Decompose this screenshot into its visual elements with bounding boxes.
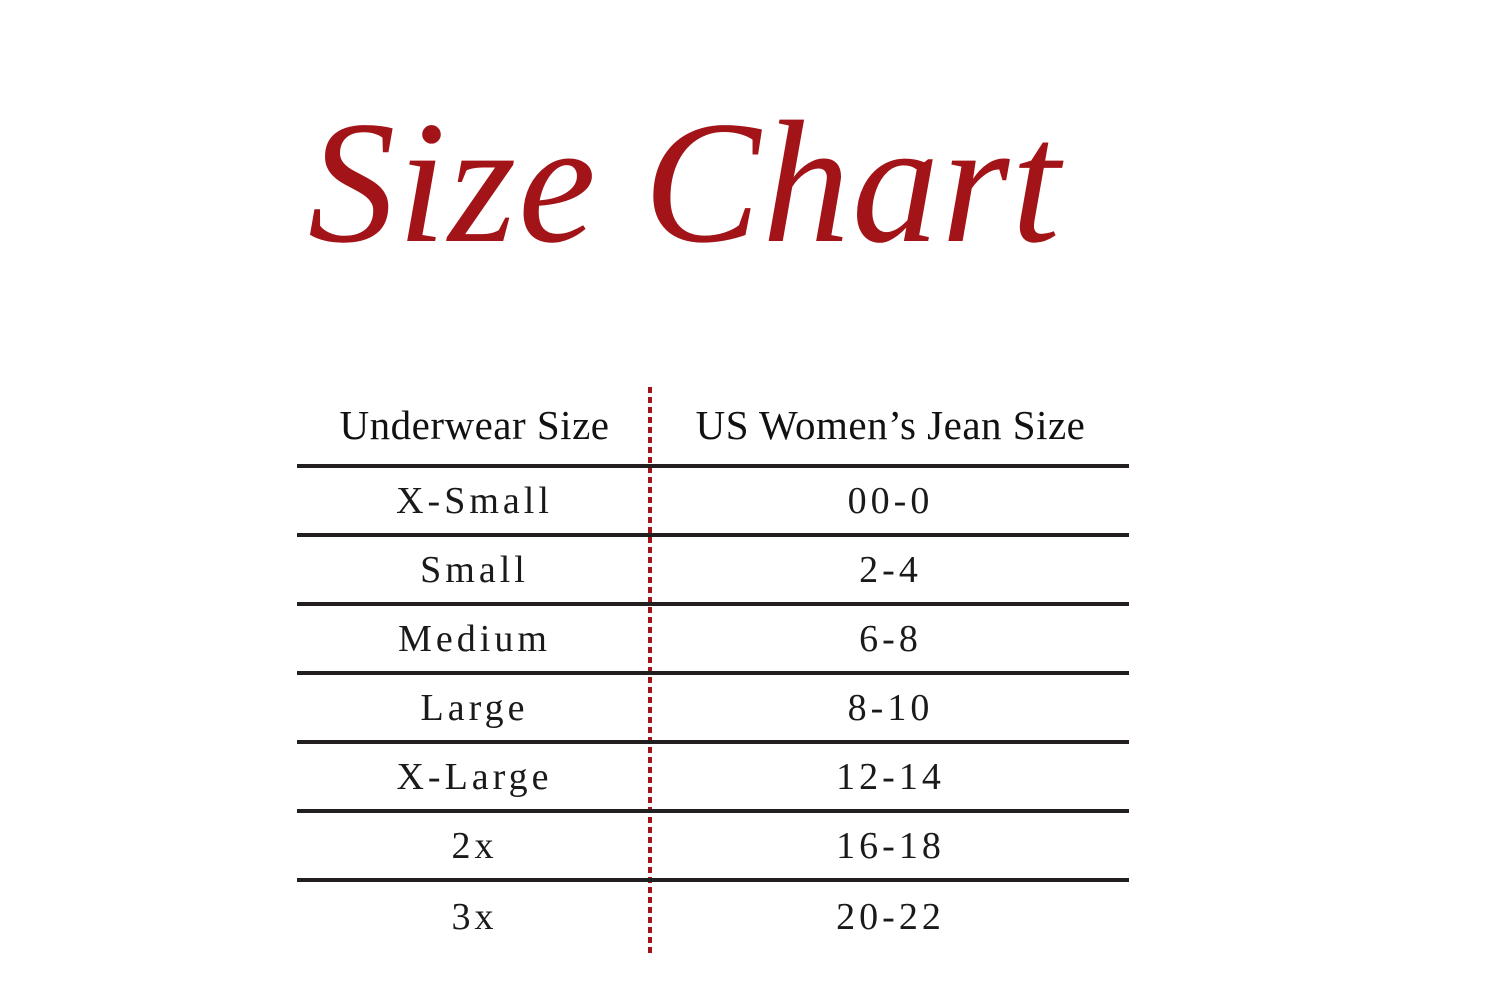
table-header-row: Underwear Size US Women’s Jean Size	[297, 385, 1129, 468]
jean-cell: 2-4	[859, 548, 922, 591]
jean-cell: 20-22	[836, 896, 945, 938]
jean-cell: 00-0	[847, 479, 934, 522]
table-row: Small 2-4	[297, 537, 1129, 606]
size-cell: X-Small	[396, 479, 553, 522]
size-cell: 3x	[451, 896, 498, 938]
table-row: Medium 6-8	[297, 606, 1129, 675]
jean-cell: 12-14	[836, 755, 945, 798]
jean-cell: 6-8	[859, 617, 922, 660]
size-cell: Medium	[398, 617, 551, 660]
table-row: X-Small 00-0	[297, 468, 1129, 537]
size-table: Underwear Size US Women’s Jean Size X-Sm…	[297, 385, 1129, 955]
jean-cell: 8-10	[847, 686, 934, 729]
table-row: X-Large 12-14	[297, 744, 1129, 813]
size-cell: Small	[420, 548, 529, 591]
size-cell: 2x	[451, 824, 498, 867]
page-title: Size Chart	[307, 85, 1063, 279]
table-row: 2x 16-18	[297, 813, 1129, 882]
size-cell: Large	[420, 686, 529, 729]
table-row: 3x 20-22	[297, 882, 1129, 952]
table-row: Large 8-10	[297, 675, 1129, 744]
jean-cell: 16-18	[836, 824, 945, 867]
header-underwear-size: Underwear Size	[339, 401, 610, 448]
header-jean-size: US Women’s Jean Size	[695, 401, 1086, 448]
size-cell: X-Large	[396, 755, 553, 798]
